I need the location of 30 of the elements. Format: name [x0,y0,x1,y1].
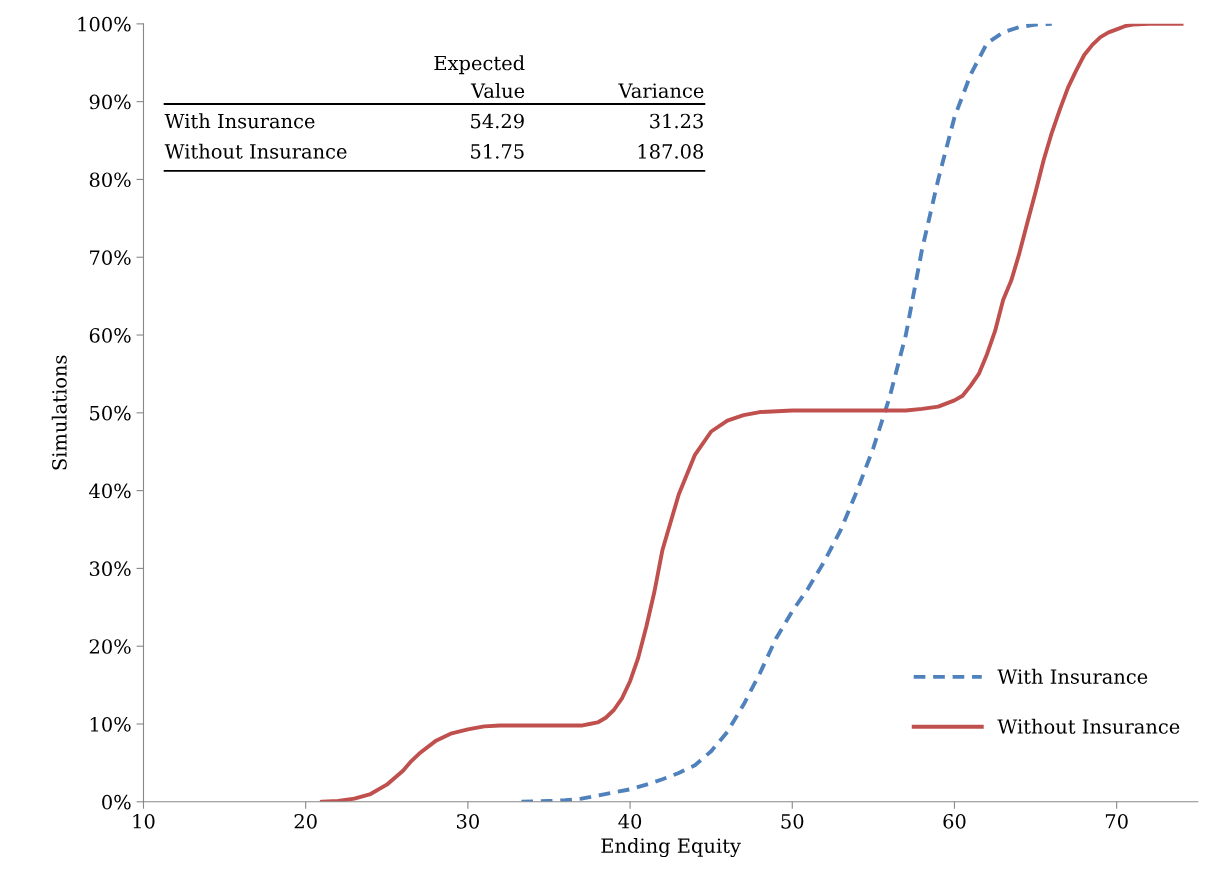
annotation: Without Insurance [164,143,347,159]
annotation: Expected Value [434,55,525,99]
legend-label: Without Insurance [997,718,1180,734]
y-tick-label: 60% [89,327,131,343]
y-tick-label: 40% [89,483,131,499]
annotation: Variance [618,83,704,99]
y-axis-title: Simulations [51,355,67,470]
y-tick-label: 100% [78,16,131,32]
legend-label: With Insurance [997,668,1148,684]
x-tick-label: 60 [943,813,966,829]
y-tick-label: 70% [90,250,131,265]
y-tick-label: 30% [89,561,131,577]
y-tick-label: 20% [89,639,131,654]
annotation: 54.29 [471,113,524,129]
y-tick-label: 0% [102,794,131,810]
x-tick-label: 70 [1105,813,1128,829]
y-tick-label: 10% [90,716,131,732]
annotation: 51.75 [471,144,524,159]
y-tick-label: 50% [90,405,131,421]
x-tick-label: 50 [781,813,804,829]
x-tick-label: 20 [294,813,317,829]
x-tick-label: 30 [456,813,479,829]
y-tick-label: 80% [89,172,131,188]
annotation: With Insurance [164,113,315,129]
y-tick-label: 90% [89,94,131,110]
x-axis-title: Ending Equity [601,837,741,858]
annotation: 31.23 [650,113,703,129]
x-tick-label: 40 [618,813,642,829]
annotation: 187.08 [638,144,704,159]
x-tick-label: 10 [133,813,155,829]
